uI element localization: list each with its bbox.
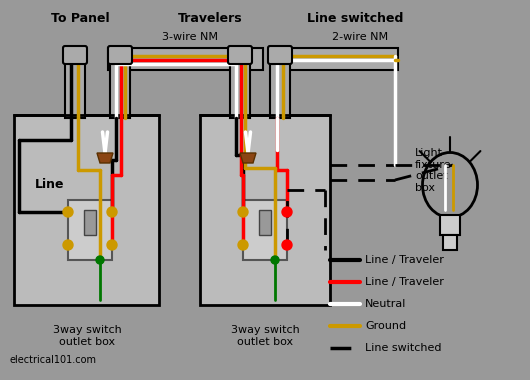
Text: electrical101.com: electrical101.com xyxy=(10,355,97,365)
Bar xyxy=(440,215,460,235)
Text: 3way switch
outlet box: 3way switch outlet box xyxy=(231,325,299,347)
Bar xyxy=(68,200,112,260)
Circle shape xyxy=(96,256,104,264)
Text: 3way switch
outlet box: 3way switch outlet box xyxy=(52,325,121,347)
Text: Line / Traveler: Line / Traveler xyxy=(365,255,444,265)
Bar xyxy=(14,115,159,305)
Circle shape xyxy=(282,240,292,250)
Bar xyxy=(84,210,96,235)
Text: Travelers: Travelers xyxy=(178,12,242,25)
Bar xyxy=(270,60,290,118)
Circle shape xyxy=(107,240,117,250)
FancyBboxPatch shape xyxy=(63,46,87,64)
Circle shape xyxy=(271,256,279,264)
Bar xyxy=(443,235,457,250)
FancyBboxPatch shape xyxy=(228,46,252,64)
Bar xyxy=(110,60,130,118)
Bar xyxy=(259,210,271,235)
Bar xyxy=(230,60,250,118)
Circle shape xyxy=(107,207,117,217)
Text: 3-wire NM: 3-wire NM xyxy=(162,32,218,42)
Text: 2-wire NM: 2-wire NM xyxy=(332,32,388,42)
Text: Line switched: Line switched xyxy=(365,343,441,353)
Text: Line / Traveler: Line / Traveler xyxy=(365,277,444,287)
FancyBboxPatch shape xyxy=(108,46,132,64)
Polygon shape xyxy=(240,153,256,163)
Circle shape xyxy=(63,207,73,217)
Polygon shape xyxy=(97,153,113,163)
Text: Neutral: Neutral xyxy=(365,299,407,309)
Circle shape xyxy=(238,240,248,250)
Circle shape xyxy=(282,207,292,217)
Text: Line switched: Line switched xyxy=(307,12,403,25)
Circle shape xyxy=(238,207,248,217)
Text: Light
fixture
outlet
box: Light fixture outlet box xyxy=(415,148,452,193)
Text: Ground: Ground xyxy=(365,321,406,331)
Text: To Panel: To Panel xyxy=(51,12,109,25)
Bar xyxy=(243,200,287,260)
Bar xyxy=(278,48,398,70)
FancyBboxPatch shape xyxy=(268,46,292,64)
Circle shape xyxy=(63,240,73,250)
Bar xyxy=(200,115,330,305)
Bar xyxy=(108,48,263,70)
Text: Line: Line xyxy=(35,179,65,192)
Bar xyxy=(65,60,85,118)
